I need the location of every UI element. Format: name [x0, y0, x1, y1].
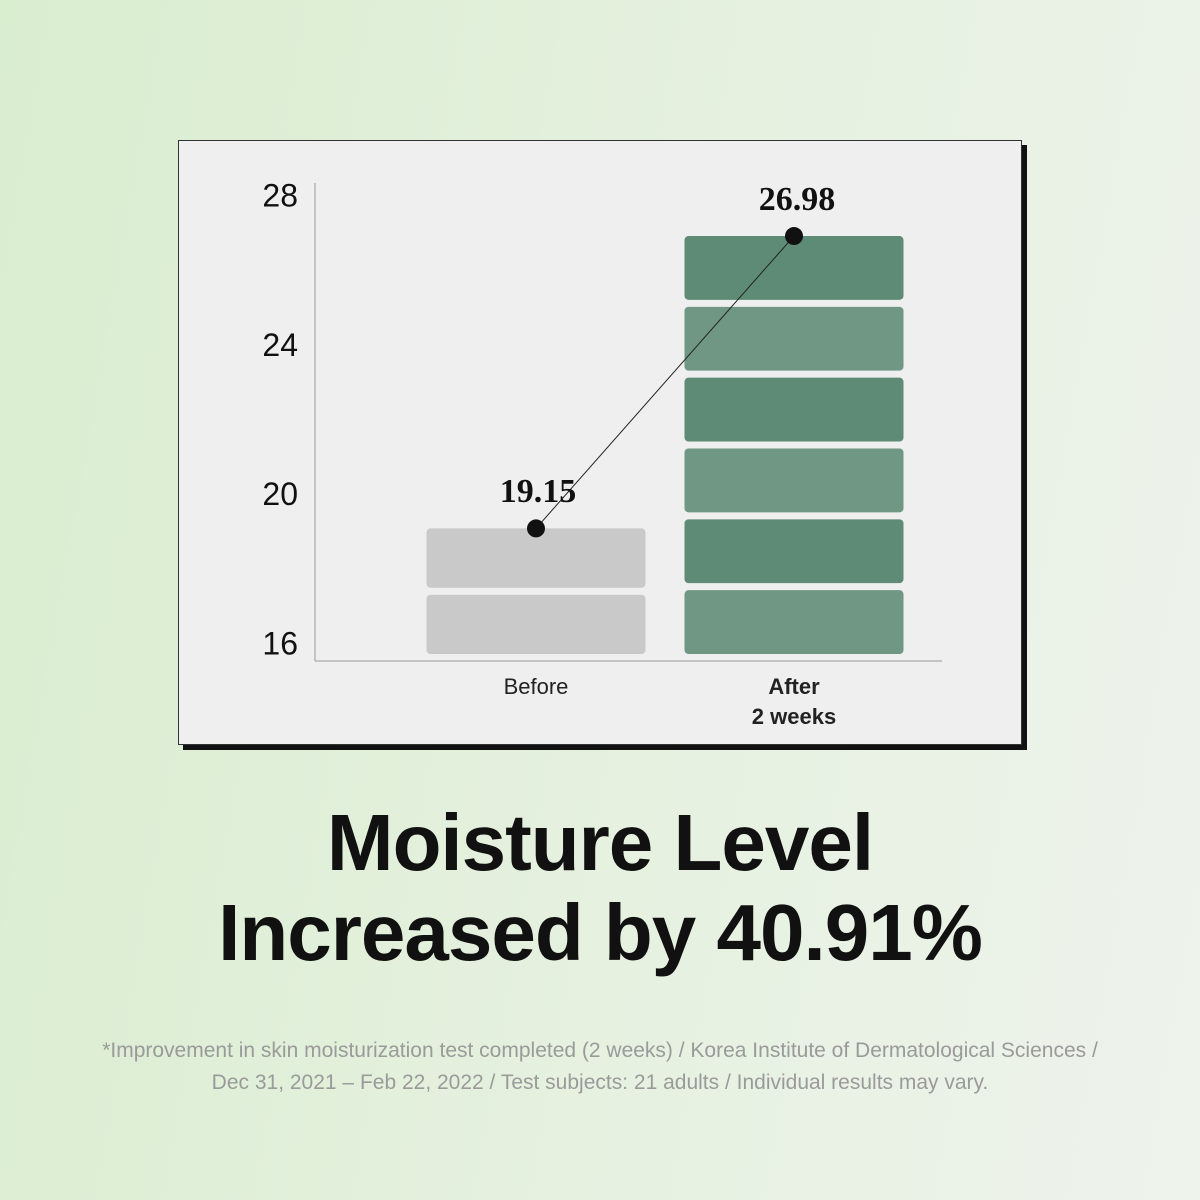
- y-tick-label: 20: [262, 476, 298, 512]
- data-point: [785, 227, 803, 246]
- bar-segment: [426, 594, 646, 654]
- data-point: [527, 519, 545, 538]
- value-label: 26.98: [759, 181, 836, 218]
- footnote: Dec 31, 2021 – Feb 22, 2022 / Test subje…: [211, 1071, 989, 1094]
- connector-line: [535, 235, 795, 529]
- headline: Increased by 40.91%: [218, 888, 983, 977]
- y-tick-label: 24: [262, 327, 298, 363]
- bar-segment: [684, 236, 904, 300]
- bar-segment: [684, 519, 904, 584]
- x-tick-label: After 2 weeks: [751, 674, 837, 729]
- bar: [426, 528, 646, 654]
- bar-segment: [684, 377, 904, 442]
- bar-segment: [684, 306, 904, 371]
- headline: Moisture Level: [326, 798, 874, 887]
- y-tick-label: 16: [262, 626, 298, 662]
- bar: [684, 236, 904, 654]
- x-tick-label: Before: [503, 674, 569, 699]
- y-tick-label: 28: [262, 177, 298, 213]
- footnote: *Improvement in skin moisturization test…: [102, 1039, 1098, 1062]
- bar-segment: [684, 590, 904, 654]
- bar-segment: [426, 528, 646, 588]
- value-label: 19.15: [500, 473, 577, 510]
- bar-segment: [684, 448, 904, 513]
